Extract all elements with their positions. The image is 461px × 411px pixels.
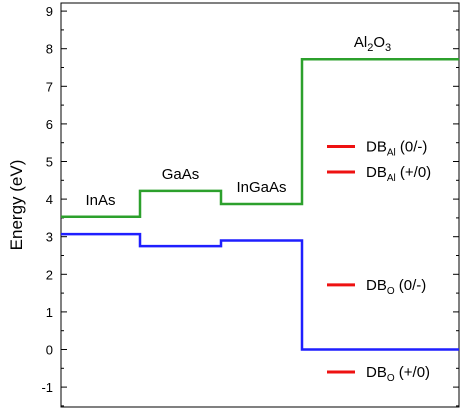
y-axis-label: Energy (eV) <box>7 160 26 251</box>
defect-level-label: DBO (0/-) <box>366 277 426 297</box>
region-label: Al2O3 <box>354 34 391 54</box>
y-tick-label: 8 <box>46 42 53 57</box>
y-tick-label: 4 <box>46 192 53 207</box>
y-tick-label: -1 <box>41 380 53 395</box>
region-label: InGaAs <box>236 179 286 196</box>
band-lines <box>61 57 459 351</box>
y-tick-label: 3 <box>46 230 53 245</box>
defect-level-label: DBO (+/0) <box>366 364 430 384</box>
plot-frame <box>60 2 460 408</box>
defect-level-label: DBAl (0/-) <box>366 138 427 158</box>
y-tick-label: 0 <box>46 343 53 358</box>
defect-levels: DBAl (0/-) DBAl (+/0) DBO (0/-) DBO (+/0) <box>327 138 431 384</box>
cbm-line <box>61 57 459 219</box>
y-tick-label: 2 <box>46 267 53 282</box>
region-labels: InAs GaAs InGaAs Al2O3 <box>85 34 391 209</box>
y-tick-label: 7 <box>46 79 53 94</box>
defect-level-label: DBAl (+/0) <box>366 164 431 184</box>
y-tick-label: 1 <box>46 305 53 320</box>
region-label: InAs <box>85 192 115 209</box>
vbm-line <box>61 232 459 351</box>
region-label: GaAs <box>162 166 200 183</box>
y-tick-label: 5 <box>46 155 53 170</box>
y-tick-label: 6 <box>46 117 53 132</box>
y-tick-label: 9 <box>46 4 53 19</box>
